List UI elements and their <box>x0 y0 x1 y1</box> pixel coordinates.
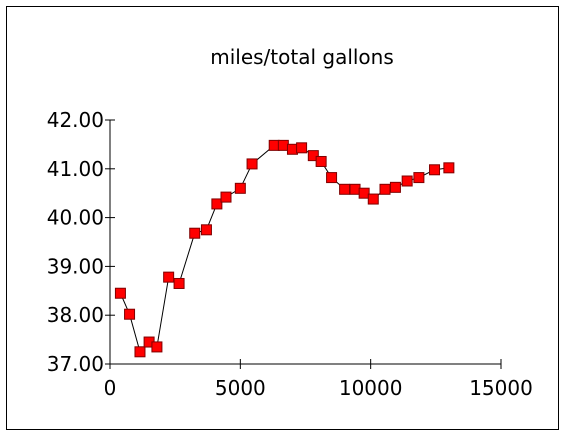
data-point <box>368 194 378 204</box>
data-point <box>125 309 135 319</box>
data-point <box>278 140 288 150</box>
data-point <box>212 199 222 209</box>
series-line <box>120 145 448 351</box>
data-point <box>152 342 162 352</box>
x-tick-label: 5000 <box>215 376 266 400</box>
x-tick-label: 15000 <box>469 376 533 400</box>
y-tick-label: 37.00 <box>47 352 104 376</box>
data-point <box>135 347 145 357</box>
data-point <box>430 165 440 175</box>
x-tick-label: 10000 <box>339 376 403 400</box>
data-point <box>221 192 231 202</box>
chart-title: miles/total gallons <box>210 45 394 69</box>
data-point <box>164 272 174 282</box>
data-point <box>316 156 326 166</box>
data-point <box>269 140 279 150</box>
data-point <box>297 143 307 153</box>
data-point <box>115 288 125 298</box>
data-point <box>359 188 369 198</box>
data-point <box>327 173 337 183</box>
data-point <box>340 184 350 194</box>
y-tick-label: 40.00 <box>47 206 104 230</box>
data-point <box>350 184 360 194</box>
data-point <box>414 173 424 183</box>
data-point <box>444 163 454 173</box>
data-point <box>190 228 200 238</box>
data-point <box>174 278 184 288</box>
series-group <box>115 140 453 356</box>
data-point <box>380 184 390 194</box>
data-point <box>287 144 297 154</box>
data-point <box>201 225 211 235</box>
y-tick-label: 41.00 <box>47 157 104 181</box>
data-point <box>390 182 400 192</box>
data-point <box>235 183 245 193</box>
y-tick-label: 39.00 <box>47 254 104 278</box>
y-tick-label: 38.00 <box>47 303 104 327</box>
y-tick-label: 42.00 <box>47 108 104 132</box>
data-point <box>247 159 257 169</box>
x-tick-label: 0 <box>104 376 117 400</box>
data-point <box>402 176 412 186</box>
